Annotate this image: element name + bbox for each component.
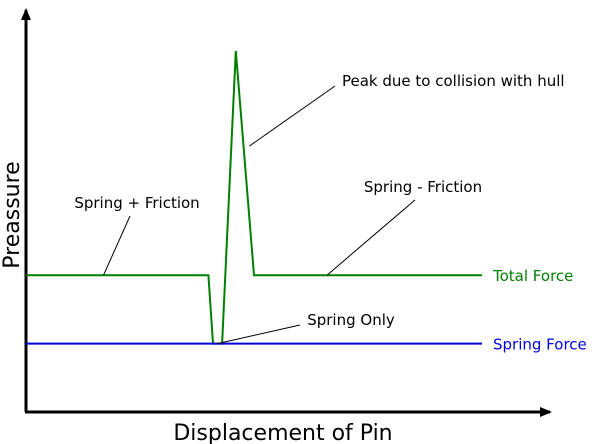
annotation-leader-3 — [217, 324, 301, 345]
annotation-label-0: Peak due to collision with hull — [342, 72, 565, 90]
annotation-layer: Peak due to collision with hull Spring + … — [74, 72, 565, 345]
annotation-label-3: Spring Only — [307, 311, 395, 329]
legend-label-total-force: Total Force — [492, 267, 573, 285]
annotation-label-1: Spring + Friction — [74, 194, 199, 212]
annotation-label-2: Spring - Friction — [364, 178, 482, 196]
annotation-leader-0 — [249, 85, 336, 147]
annotation-leader-1 — [103, 215, 131, 276]
series-layer — [26, 50, 482, 345]
y-axis-label: Preassure — [0, 161, 25, 268]
legend-label-spring-force: Spring Force — [493, 336, 587, 354]
x-axis-label: Displacement of Pin — [173, 421, 392, 444]
annotation-leader-2 — [326, 199, 416, 276]
legend: Total Force Spring Force — [492, 267, 587, 353]
